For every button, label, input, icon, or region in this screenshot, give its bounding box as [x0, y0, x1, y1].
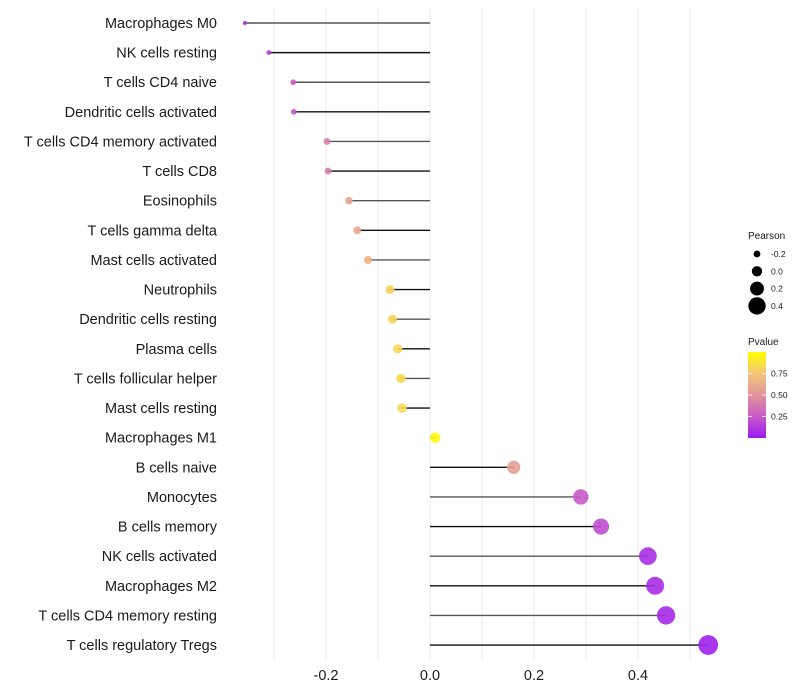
lollipop-point [363, 255, 373, 265]
lollipop-point [507, 460, 521, 474]
y-axis-label: Monocytes [147, 490, 217, 506]
y-axis-label: T cells CD8 [142, 164, 217, 180]
lollipop-point [353, 226, 362, 235]
legend-size-dot [751, 266, 763, 277]
lollipop-sticks [244, 22, 709, 646]
lollipop-point [593, 518, 610, 535]
y-axis-label: T cells CD4 memory resting [38, 608, 217, 624]
x-tick-label: 0.2 [524, 668, 544, 684]
y-axis-label: Mast cells resting [105, 401, 217, 417]
x-axis-tick-labels: -0.2 0.0 0.2 0.4 [314, 668, 649, 684]
x-tick-label: 0.0 [420, 668, 440, 684]
lollipop-point [656, 606, 676, 625]
legend-size-dot [753, 250, 761, 258]
y-axis-label: NK cells activated [102, 549, 217, 565]
lollipop-point [396, 373, 406, 384]
y-axis-label: Macrophages M0 [105, 16, 217, 32]
legend-size-dot [750, 281, 764, 296]
pvalue-colorbar [748, 352, 766, 438]
legend-color-title: Pvalue [748, 337, 779, 348]
y-axis-label: Plasma cells [136, 342, 217, 358]
y-axis-label: Dendritic cells activated [65, 105, 217, 121]
legend-color-pvalue: Pvalue 0.25 0.50 0.75 [748, 337, 788, 438]
lollipop-point [290, 79, 297, 86]
lollipop-point [323, 138, 331, 145]
legend-size-dot [748, 297, 766, 315]
lollipop-point [385, 285, 395, 295]
legend-size-label: 0.4 [771, 301, 783, 311]
legend-size-label: 0.2 [771, 284, 783, 294]
lollipop-point [266, 50, 272, 56]
x-tick-label: 0.4 [628, 668, 648, 684]
y-axis-label: Neutrophils [144, 283, 217, 299]
y-axis-label: T cells CD4 naive [104, 75, 217, 91]
lollipop-point [345, 196, 353, 205]
legend-size-label: 0.0 [771, 266, 783, 276]
y-axis-labels: Macrophages M0 NK cells resting T cells CD… [24, 16, 218, 654]
y-axis-label: Macrophages M2 [105, 579, 217, 595]
legend: Pearson -0.2 0.0 0.2 0.4 Pvalue 0.25 0.50 0.7… [748, 231, 788, 438]
lollipop-point [573, 489, 589, 505]
lollipop-point [646, 576, 665, 595]
legend-size-pearson: Pearson -0.2 0.0 0.2 0.4 [748, 231, 786, 315]
lollipop-point [698, 635, 719, 655]
legend-color-label: 0.50 [771, 390, 788, 400]
x-tick-label: -0.2 [314, 668, 339, 684]
lollipop-point [290, 108, 297, 115]
y-axis-label: T cells gamma delta [88, 223, 218, 239]
y-axis-label: NK cells resting [116, 46, 217, 62]
lollipop-points [242, 20, 719, 655]
lollipop-point [397, 403, 407, 413]
lollipop-point [388, 314, 398, 324]
legend-color-label: 0.25 [771, 412, 788, 422]
legend-size-title: Pearson [748, 231, 785, 242]
y-axis-label: Eosinophils [143, 194, 217, 210]
y-axis-label: Mast cells activated [90, 253, 217, 269]
legend-size-label: -0.2 [771, 249, 786, 259]
y-axis-label: B cells naive [136, 460, 217, 476]
grid-lines [273, 8, 691, 660]
y-axis-label: T cells follicular helper [74, 371, 217, 387]
lollipop-point [242, 20, 247, 26]
y-axis-label: B cells memory [118, 520, 218, 536]
y-axis-label: T cells regulatory Tregs [67, 638, 217, 654]
legend-color-label: 0.75 [771, 369, 788, 379]
y-axis-label: T cells CD4 memory activated [24, 134, 217, 150]
lollipop-point [639, 547, 657, 566]
lollipop-point [393, 344, 403, 354]
y-axis-label: Dendritic cells resting [79, 312, 217, 328]
y-axis-label: Macrophages M1 [105, 431, 217, 447]
lollipop-point [324, 167, 332, 175]
lollipop-point [429, 432, 441, 443]
